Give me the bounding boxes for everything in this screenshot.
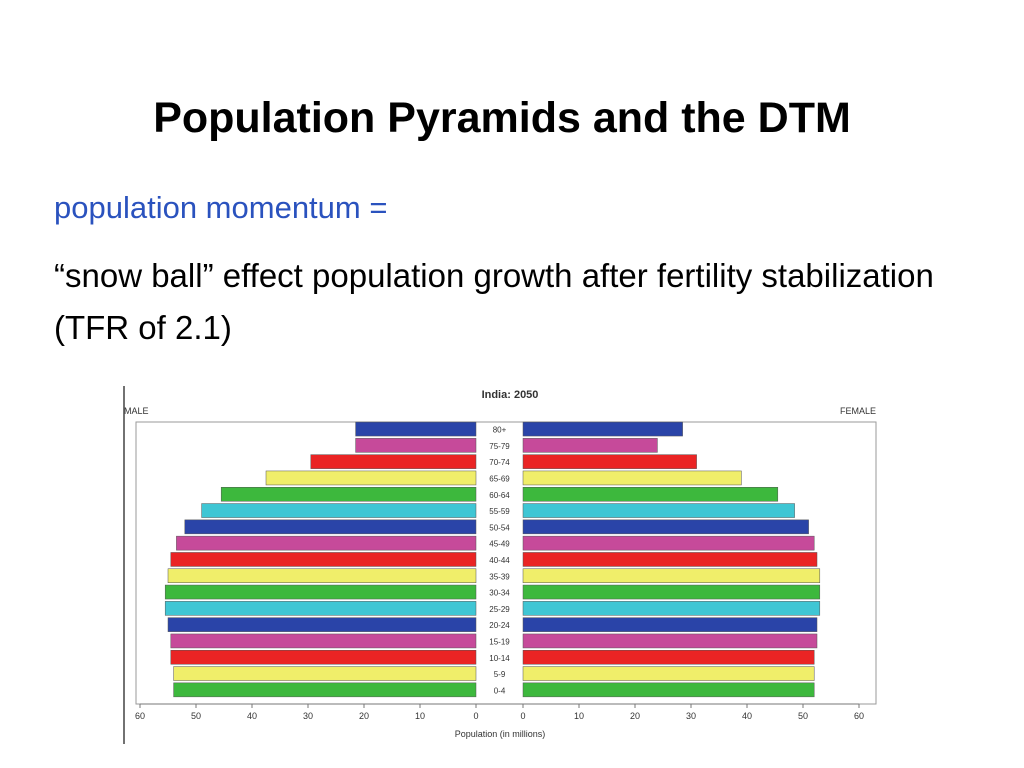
- term-heading: population momentum =: [54, 190, 388, 225]
- bars-group: [164, 421, 821, 698]
- female-bar-65-69: [522, 470, 742, 486]
- age-label-35-39: 35-39: [489, 572, 510, 581]
- female-bar-0-4: [522, 682, 815, 698]
- male-bar-15-19: [170, 633, 477, 649]
- female-bar-80+: [522, 421, 683, 437]
- tick-label-right-0: 0: [520, 711, 525, 721]
- tick-label-left-40: 40: [247, 711, 257, 721]
- male-bar-5-9: [173, 666, 477, 681]
- female-bar-5-9: [522, 666, 815, 681]
- age-label-40-44: 40-44: [489, 556, 510, 565]
- tick-label-right-60: 60: [854, 711, 864, 721]
- female-bar-15-19: [522, 633, 818, 649]
- tick-label-right-30: 30: [686, 711, 696, 721]
- female-bar-55-59: [522, 503, 795, 518]
- male-bar-60-64: [220, 487, 477, 502]
- chart-title: India: 2050: [482, 389, 539, 401]
- tick-label-left-60: 60: [135, 711, 145, 721]
- age-label-60-64: 60-64: [489, 491, 510, 500]
- male-bar-10-14: [170, 650, 477, 665]
- age-label-75-79: 75-79: [489, 442, 510, 451]
- age-label-45-49: 45-49: [489, 540, 510, 549]
- age-labels-group: 0-4 5-9 10-14 15-19 20-24 25-29 30-34 35-39 40-4…: [489, 426, 510, 696]
- male-bar-20-24: [167, 617, 477, 632]
- male-bar-55-59: [201, 503, 477, 518]
- tick-label-right-20: 20: [630, 711, 640, 721]
- female-bar-50-54: [522, 519, 809, 535]
- female-bar-35-39: [522, 568, 821, 583]
- tick-label-left-50: 50: [191, 711, 201, 721]
- age-label-50-54: 50-54: [489, 523, 510, 532]
- age-label-25-29: 25-29: [489, 605, 510, 614]
- age-label-70-74: 70-74: [489, 458, 510, 467]
- male-bar-30-34: [164, 584, 477, 600]
- male-bar-0-4: [173, 682, 477, 698]
- tick-label-left-10: 10: [415, 711, 425, 721]
- male-bar-65-69: [265, 470, 477, 486]
- male-bar-75-79: [355, 438, 477, 453]
- age-label-65-69: 65-69: [489, 474, 510, 483]
- male-bar-25-29: [164, 601, 477, 616]
- tick-label-right-50: 50: [798, 711, 808, 721]
- female-bar-70-74: [522, 454, 697, 469]
- female-bar-45-49: [522, 535, 815, 551]
- tick-label-right-10: 10: [574, 711, 584, 721]
- term-definition: “snow ball” effect population growth aft…: [54, 257, 934, 346]
- female-bar-30-34: [522, 584, 821, 600]
- x-axis-label: Population (in millions): [455, 729, 546, 739]
- female-bar-10-14: [522, 650, 815, 665]
- tick-label-right-40: 40: [742, 711, 752, 721]
- age-label-15-19: 15-19: [489, 637, 510, 646]
- age-label-10-14: 10-14: [489, 654, 510, 663]
- age-label-80+: 80+: [493, 426, 507, 435]
- age-label-55-59: 55-59: [489, 507, 510, 516]
- age-label-5-9: 5-9: [494, 670, 506, 679]
- male-bar-35-39: [167, 568, 477, 583]
- age-label-30-34: 30-34: [489, 589, 510, 598]
- age-label-0-4: 0-4: [494, 686, 506, 695]
- female-label: FEMALE: [840, 406, 876, 416]
- tick-label-left-20: 20: [359, 711, 369, 721]
- age-label-20-24: 20-24: [489, 621, 510, 630]
- female-bar-25-29: [522, 601, 821, 616]
- male-bar-45-49: [176, 535, 477, 551]
- slide-title: Population Pyramids and the DTM: [153, 94, 851, 142]
- female-bar-60-64: [522, 487, 779, 502]
- male-bar-50-54: [184, 519, 477, 535]
- female-bar-40-44: [522, 552, 818, 567]
- tick-label-left-30: 30: [303, 711, 313, 721]
- male-bar-80+: [355, 421, 477, 437]
- male-label: MALE: [124, 406, 149, 416]
- pyramid-svg: India: 2050 MALE FEMALE Population (in m…: [123, 386, 877, 744]
- population-pyramid-chart: India: 2050 MALE FEMALE Population (in m…: [120, 382, 880, 748]
- axis-ticks-group: 60 60 50 50 40 40 30 30 20 20 10 10 0 0: [135, 703, 864, 721]
- tick-label-left-0: 0: [473, 711, 478, 721]
- female-bar-75-79: [522, 438, 658, 453]
- male-bar-40-44: [170, 552, 477, 567]
- male-bar-70-74: [310, 454, 477, 469]
- female-bar-20-24: [522, 617, 818, 632]
